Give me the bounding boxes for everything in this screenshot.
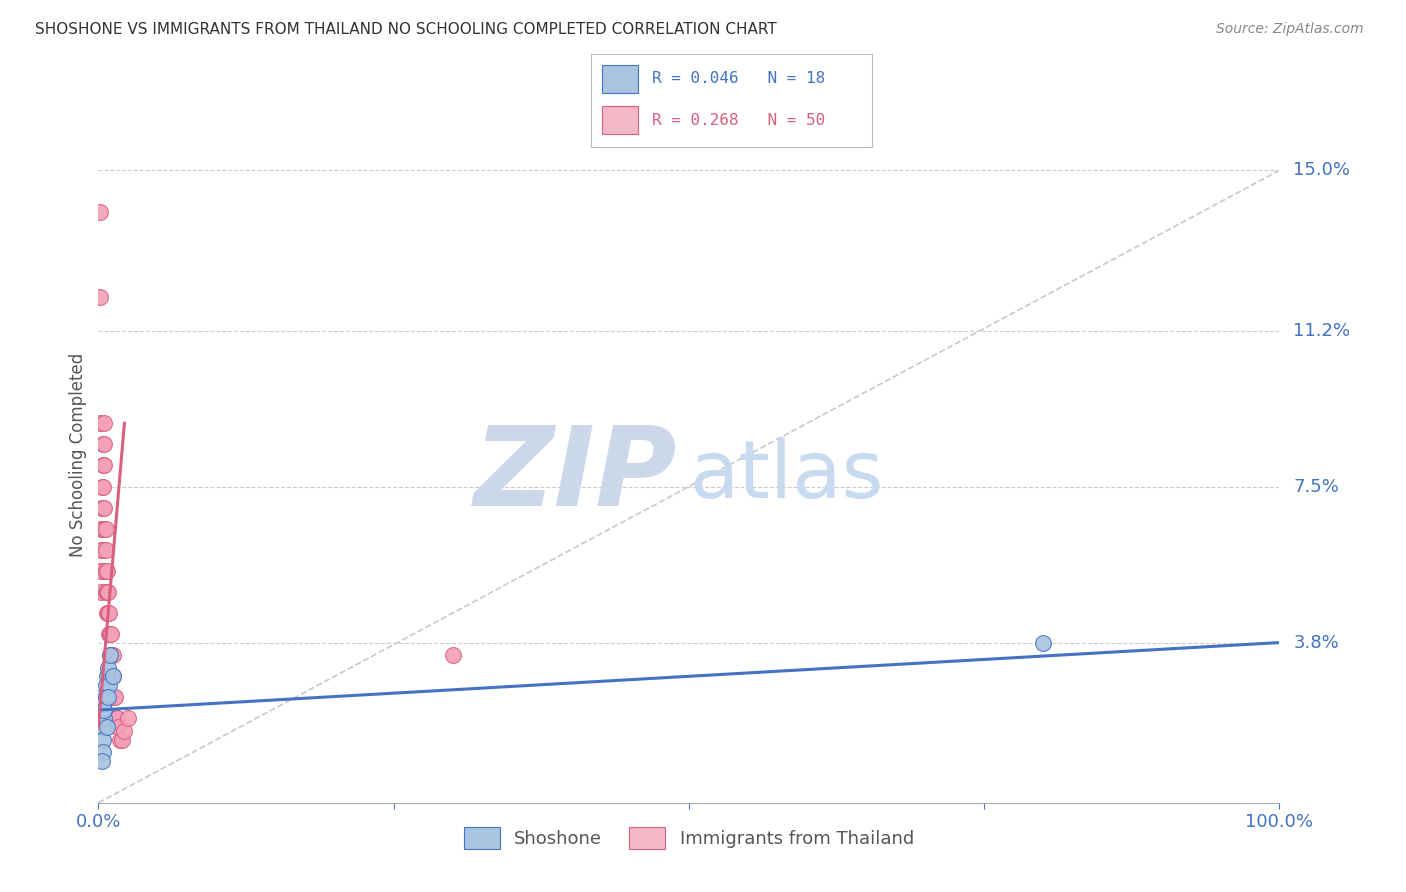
Text: 11.2%: 11.2%	[1294, 321, 1351, 340]
Point	[93, 522, 115, 536]
Point	[91, 500, 114, 515]
Bar	[602, 65, 638, 93]
Point	[98, 690, 121, 705]
Point	[94, 678, 117, 692]
Point	[96, 606, 118, 620]
Point	[96, 669, 118, 683]
Point	[93, 417, 115, 431]
Point	[90, 564, 112, 578]
Point	[93, 703, 115, 717]
Point	[101, 648, 124, 663]
Point	[98, 627, 121, 641]
Point	[111, 732, 134, 747]
Text: 7.5%: 7.5%	[1294, 477, 1340, 496]
Point	[91, 522, 114, 536]
Point	[90, 585, 112, 599]
Point	[93, 437, 115, 451]
Point	[105, 711, 128, 725]
Point	[101, 669, 124, 683]
Legend: Shoshone, Immigrants from Thailand: Shoshone, Immigrants from Thailand	[457, 820, 921, 856]
Point	[107, 720, 129, 734]
Point	[91, 458, 114, 473]
Point	[90, 542, 112, 557]
Text: R = 0.268   N = 50: R = 0.268 N = 50	[652, 112, 825, 128]
Point	[98, 669, 121, 683]
Point	[117, 711, 139, 725]
Point	[89, 290, 111, 304]
Bar	[602, 106, 638, 134]
Point	[91, 720, 114, 734]
Point	[96, 720, 118, 734]
Point	[441, 648, 464, 663]
Text: atlas: atlas	[689, 437, 883, 515]
Point	[91, 542, 114, 557]
Point	[98, 648, 121, 663]
Text: Source: ZipAtlas.com: Source: ZipAtlas.com	[1216, 22, 1364, 37]
Point	[91, 564, 114, 578]
Point	[90, 522, 112, 536]
Point	[94, 564, 117, 578]
Text: ZIP: ZIP	[474, 422, 678, 529]
Point	[93, 711, 115, 725]
Point	[108, 732, 131, 747]
Point	[101, 669, 124, 683]
Point	[105, 711, 128, 725]
Point	[91, 437, 114, 451]
Point	[98, 678, 121, 692]
Point	[93, 500, 115, 515]
Point	[94, 585, 117, 599]
Point	[112, 724, 135, 739]
Point	[98, 606, 121, 620]
Point	[98, 648, 121, 663]
Point	[94, 690, 117, 705]
Point	[94, 542, 117, 557]
Point	[100, 627, 122, 641]
Point	[91, 479, 114, 493]
Point	[93, 458, 115, 473]
Point	[97, 690, 120, 705]
Point	[91, 690, 114, 705]
Point	[94, 522, 117, 536]
Text: R = 0.046   N = 18: R = 0.046 N = 18	[652, 71, 825, 87]
Point	[103, 690, 125, 705]
Point	[104, 690, 127, 705]
Point	[91, 754, 114, 768]
Point	[1032, 635, 1054, 649]
Point	[91, 732, 114, 747]
Point	[89, 417, 111, 431]
Point	[98, 627, 121, 641]
Text: SHOSHONE VS IMMIGRANTS FROM THAILAND NO SCHOOLING COMPLETED CORRELATION CHART: SHOSHONE VS IMMIGRANTS FROM THAILAND NO …	[35, 22, 778, 37]
Text: 3.8%: 3.8%	[1294, 633, 1339, 651]
Point	[96, 585, 118, 599]
Point	[91, 479, 114, 493]
Y-axis label: No Schooling Completed: No Schooling Completed	[69, 353, 87, 557]
Text: 15.0%: 15.0%	[1294, 161, 1350, 179]
Point	[97, 585, 120, 599]
Point	[100, 648, 122, 663]
Point	[91, 745, 114, 759]
Point	[89, 205, 111, 219]
Point	[96, 564, 118, 578]
Point	[97, 661, 120, 675]
Point	[91, 500, 114, 515]
Point	[93, 703, 115, 717]
Point	[97, 606, 120, 620]
